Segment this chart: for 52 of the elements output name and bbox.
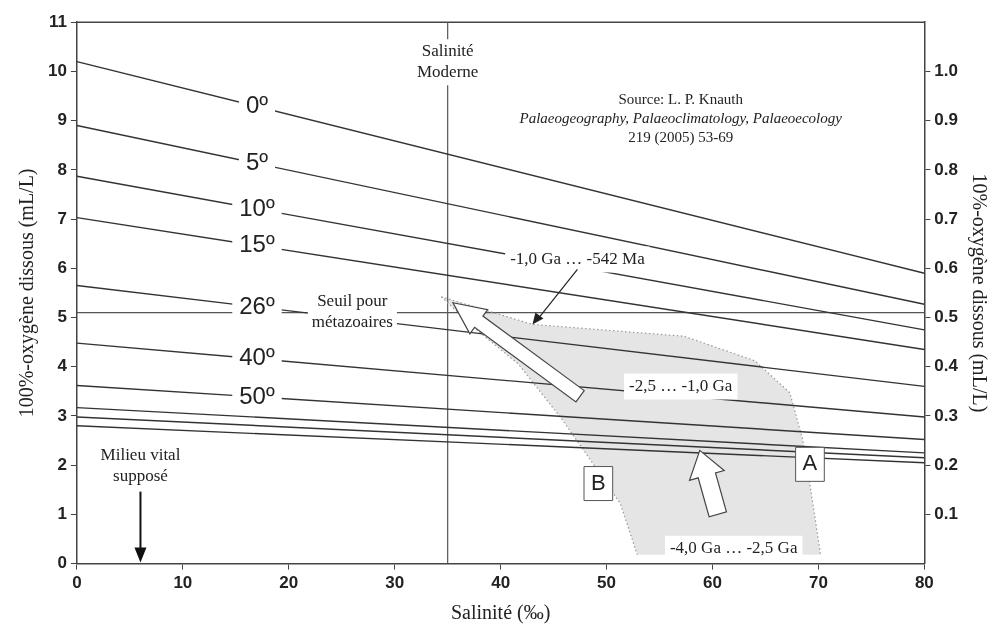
y2-tick-label: 0.4	[934, 356, 959, 376]
annotation: -1,0 Ga … -542 Ma	[510, 248, 646, 268]
series-label: 15º	[239, 230, 275, 258]
y-tick-label: 1	[57, 504, 67, 524]
y2-axis-title: 10%-oxygène dissous (mL/L)	[967, 173, 991, 413]
annotation: Milieu vital supposé	[100, 444, 181, 485]
y-tick-label: 4	[57, 356, 68, 376]
x-tick-label: 0	[72, 573, 82, 593]
annotation: Palaeogeography, Palaeoclimatology, Palaeoecology	[518, 110, 843, 127]
y-axis-title: 100%-oxygène dissous (mL/L)	[15, 168, 39, 418]
y2-tick-label: 0.6	[934, 257, 959, 277]
x-axis-title: Salinité (‰)	[450, 601, 551, 625]
x-tick-label: 70	[808, 573, 828, 593]
y-tick-label: 6	[57, 257, 67, 277]
series-label: 5º	[245, 148, 269, 176]
y2-tick-label: 0.9	[934, 110, 959, 130]
annotation: -4,0 Ga … -2,5 Ga	[669, 538, 798, 558]
y-tick-label: 2	[57, 454, 67, 474]
series-label: 0º	[245, 91, 269, 119]
x-tick-label: 20	[279, 573, 299, 593]
annotation: -2,5 … -1,0 Ga	[629, 375, 733, 395]
y2-tick-label: 0.2	[934, 454, 959, 474]
series-label: 50º	[239, 381, 275, 409]
y2-tick-label: 0.5	[934, 307, 959, 327]
x-tick-label: 50	[597, 573, 617, 593]
y2-tick-label: 0.1	[934, 504, 959, 524]
y2-tick-label: 0.7	[934, 208, 959, 228]
y-tick-label: 7	[57, 208, 67, 228]
series-label: 10º	[239, 193, 275, 221]
x-tick-label: 10	[173, 573, 193, 593]
y-tick-label: 3	[57, 405, 67, 425]
series-label: 40º	[239, 343, 275, 371]
series-label: B	[591, 469, 606, 495]
y2-tick-label: 0.3	[934, 405, 959, 425]
y-tick-label: 0	[57, 553, 67, 573]
series-label: A	[802, 450, 818, 476]
x-tick-label: 60	[703, 573, 722, 593]
x-tick-label: 30	[385, 573, 405, 593]
annotation: 219 (2005) 53-69	[628, 129, 734, 147]
x-tick-label: 80	[914, 573, 934, 593]
annotation: Source: L. P. Knauth	[618, 91, 744, 108]
ref-line-label: Salinité Moderne	[416, 40, 479, 81]
y2-tick-label: 0.8	[934, 159, 959, 179]
series-label: 26º	[239, 291, 275, 319]
y2-tick-label: 1.0	[934, 61, 959, 81]
x-tick-label: 40	[491, 573, 511, 593]
y-tick-label: 9	[57, 110, 67, 130]
ref-line-label: Seuil pour métazoaires	[311, 291, 393, 332]
y-tick-label: 5	[57, 307, 67, 327]
y-tick-label: 10	[47, 61, 67, 81]
y-tick-label: 11	[48, 11, 67, 31]
y-tick-label: 8	[57, 159, 67, 179]
